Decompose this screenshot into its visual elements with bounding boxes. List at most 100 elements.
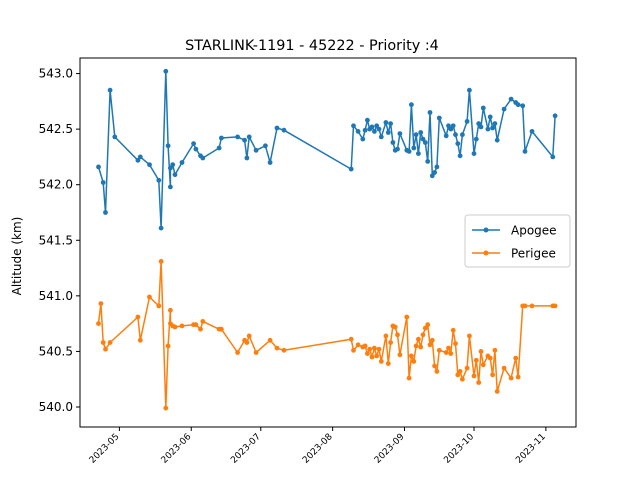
perigee-point [434,369,440,374]
apogee-point [219,135,224,141]
perigee-point [427,342,433,348]
perigee-point [436,347,442,353]
perigee-point [378,359,384,364]
apogee-point [263,143,268,149]
apogee-point [455,141,461,147]
perigee-point [425,322,431,328]
y-tick-label: 542.0 [39,178,73,192]
apogee-point [103,210,108,215]
perigee-point [385,361,391,366]
apogee-point [460,132,465,138]
perigee-point [135,314,141,320]
perigee-point [372,345,377,351]
apogee-point [193,146,199,152]
perigee-point [455,372,461,378]
apogee-point [464,119,470,124]
perigee-point [168,307,173,313]
apogee-point [436,115,442,121]
legend: Apogee Perigee [464,214,571,268]
perigee-point [246,333,252,339]
perigee-point [395,332,400,338]
apogee-point [411,145,417,151]
perigee-point [362,343,368,349]
apogee-point [522,149,528,154]
y-tick-label: 540.5 [39,344,73,358]
apogee-point [267,160,273,165]
perigee-point [219,326,224,332]
apogee-point [216,145,222,151]
apogee-point [480,105,486,111]
apogee-point [550,154,556,160]
y-tick-label: 542.5 [39,122,73,136]
perigee-point [416,336,421,342]
apogee-point [406,149,412,154]
apogee-point [413,132,419,138]
apogee-point [172,172,178,178]
apogee-point [242,137,248,143]
apogee-point [485,126,491,132]
apogee-point [443,133,449,139]
perigee-point [448,351,454,356]
apogee-point [397,131,403,137]
apogee-point [467,87,472,93]
perigee-point [406,375,412,381]
apogee-point [390,140,396,145]
perigee-point [103,346,108,352]
perigee-point [383,333,389,339]
perigee-point [432,363,437,369]
apogee-point [378,134,384,140]
apogee-point [395,146,400,152]
perigee-point [413,343,419,349]
apogee-point [450,123,456,129]
perigee-point [235,350,241,355]
apogee-point [369,124,375,130]
perigee-point [98,301,104,306]
apogee-point [425,159,431,164]
perigee-point [494,389,500,394]
apogee-point [170,162,176,168]
perigee-point [478,349,484,354]
y-tick-label: 541.0 [39,289,73,303]
perigee-point [374,353,380,359]
perigee-point [471,373,477,379]
perigee-point [476,380,482,385]
legend-perigee-marker [483,250,489,256]
perigee-point [529,303,535,309]
perigee-point [200,319,206,324]
perigee-point [473,357,479,363]
perigee-point [172,324,178,330]
legend-apogee-label: Apogee [511,224,557,238]
y-axis-label: Altitude (km) [10,217,24,296]
perigee-point [193,322,199,328]
apogee-point [478,124,484,130]
perigee-point [450,327,456,333]
perigee-point [490,372,495,378]
apogee-point [107,87,113,93]
perigee-point [100,340,106,345]
perigee-point [501,365,507,371]
apogee-point [383,120,389,125]
perigee-point [487,355,493,361]
apogee-point [529,129,535,134]
perigee-point [492,347,498,353]
perigee-point [508,375,514,381]
perigee-point [429,337,435,343]
apogee-point [351,123,356,129]
apogee-point [200,155,206,161]
apogee-point [163,68,169,74]
apogee-point [191,141,197,147]
apogee-point [409,102,414,108]
apogee-point [156,177,162,183]
perigee-point [244,340,250,345]
perigee-point [411,359,417,364]
perigee-point [365,351,370,356]
perigee-point [158,259,164,264]
perigee-point [96,321,101,326]
perigee-point [460,376,465,382]
apogee-point [494,137,500,143]
perigee-point [443,350,449,355]
apogee-point [508,96,514,102]
apogee-point [457,153,463,159]
perigee-point [522,303,528,309]
perigee-point [515,374,521,380]
